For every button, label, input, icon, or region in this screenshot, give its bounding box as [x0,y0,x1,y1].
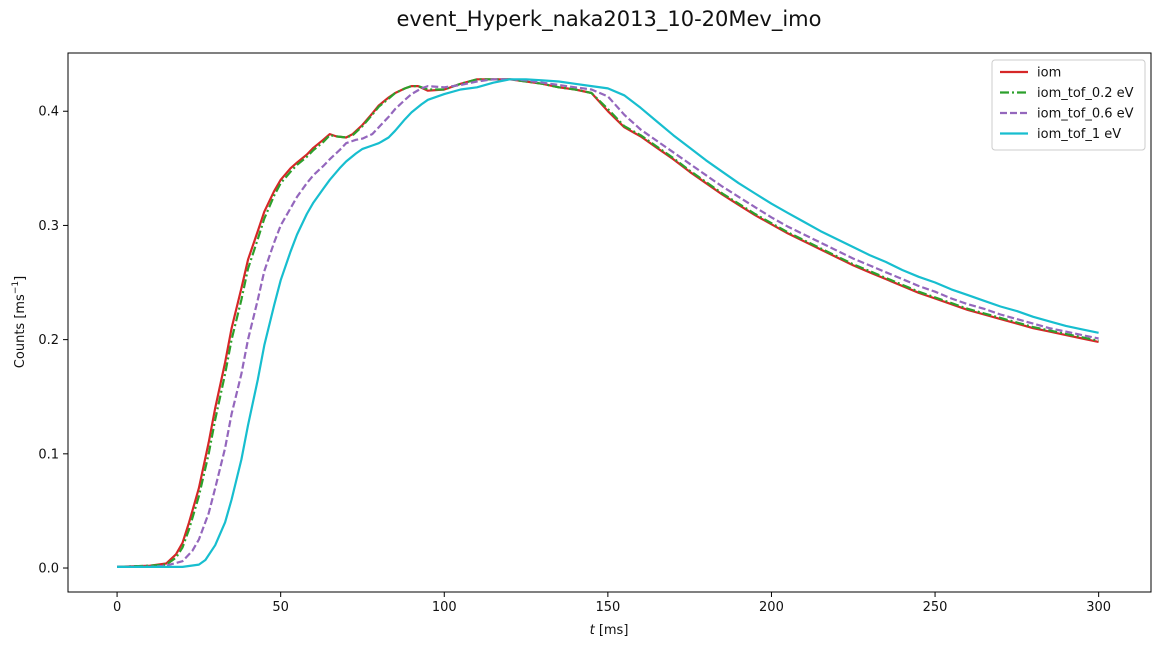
x-tick-label: 300 [1086,600,1111,615]
series-line-3 [117,78,1099,569]
x-tick-label: 250 [923,600,948,615]
y-tick-label: 0.3 [38,219,59,234]
y-axis-label: Counts [ms−1] [11,276,28,368]
y-tick-label: 0.0 [38,562,59,577]
series-line-0 [117,78,1099,568]
y-axis-label-sup: −1 [11,281,21,294]
legend-label-0: iom [1037,66,1061,81]
x-tick-label: 200 [759,600,784,615]
y-tick-label: 0.2 [38,333,59,348]
x-tick-label: 50 [272,600,289,615]
plot-lines [117,78,1099,569]
x-axis-label-var: t [590,623,596,638]
legend-label-3: iom_tof_1 eV [1037,127,1121,142]
plot-frame [67,52,1152,593]
x-axis-label: t [ms] [590,623,629,638]
legend-box [991,59,1146,151]
y-axis: 0.0 0.1 0.2 0.3 0.4 [38,105,68,577]
x-axis-label-unit: [ms] [595,623,629,638]
x-tick-label: 150 [595,600,620,615]
series-line-2 [117,78,1099,569]
legend-label-2: iom_tof_0.6 eV [1037,107,1134,122]
x-tick-label: 100 [432,600,457,615]
y-axis-label-text: Counts [ms [13,294,28,368]
x-tick-label: 0 [113,600,121,615]
y-tick-label: 0.4 [38,105,59,120]
chart-title: event_Hyperk_naka2013_10-20Mev_imo [397,7,822,32]
x-axis: 0 50 100 150 200 250 300 [113,592,1111,615]
legend: iom iom_tof_0.2 eV iom_tof_0.6 eV iom_tof_1… [991,59,1146,151]
series-line-1 [117,78,1099,568]
y-axis-label-close: ] [13,276,28,281]
legend-label-1: iom_tof_0.2 eV [1037,86,1134,101]
y-tick-label: 0.1 [38,447,59,462]
